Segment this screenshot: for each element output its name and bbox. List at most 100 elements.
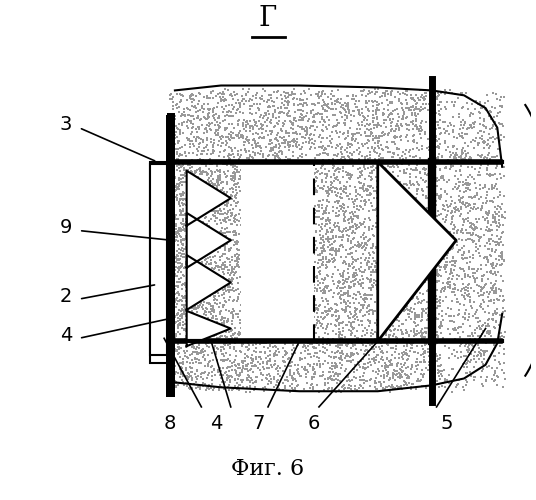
Point — [354, 358, 363, 366]
Point — [401, 114, 410, 122]
Point — [330, 354, 338, 362]
Point — [190, 278, 198, 286]
Point — [265, 198, 274, 206]
Point — [413, 126, 421, 134]
Point — [408, 252, 417, 260]
Point — [421, 340, 429, 348]
Point — [276, 156, 284, 164]
Point — [214, 322, 223, 330]
Point — [490, 218, 498, 226]
Point — [308, 291, 316, 299]
Point — [173, 162, 182, 170]
Point — [406, 173, 414, 181]
Point — [448, 257, 457, 265]
Point — [202, 255, 210, 263]
Point — [316, 360, 325, 368]
Point — [352, 258, 361, 266]
Point — [229, 236, 237, 244]
Point — [353, 166, 362, 173]
Point — [187, 112, 195, 120]
Point — [277, 317, 286, 325]
Point — [498, 251, 507, 259]
Point — [181, 166, 190, 173]
Point — [224, 255, 232, 263]
Point — [429, 262, 438, 270]
Point — [191, 264, 200, 272]
Point — [336, 140, 345, 148]
Point — [312, 301, 321, 309]
Point — [228, 362, 236, 370]
Point — [230, 134, 239, 142]
Point — [440, 176, 449, 184]
Point — [327, 320, 336, 328]
Point — [353, 104, 362, 112]
Point — [225, 296, 234, 304]
Point — [488, 316, 497, 324]
Point — [219, 357, 227, 365]
Point — [340, 128, 348, 136]
Point — [274, 266, 283, 274]
Point — [176, 330, 185, 338]
Point — [174, 183, 183, 191]
Point — [319, 209, 328, 217]
Point — [273, 152, 282, 160]
Point — [438, 172, 446, 180]
Point — [402, 372, 411, 380]
Point — [176, 211, 185, 219]
Point — [383, 138, 392, 146]
Point — [269, 146, 277, 154]
Point — [231, 175, 240, 183]
Point — [360, 114, 369, 122]
Point — [486, 196, 495, 204]
Point — [187, 208, 195, 216]
Point — [486, 124, 495, 132]
Point — [388, 138, 397, 146]
Point — [439, 246, 448, 254]
Point — [414, 264, 423, 272]
Point — [331, 127, 340, 135]
Point — [312, 304, 321, 312]
Point — [489, 184, 498, 192]
Point — [278, 291, 287, 299]
Point — [195, 268, 203, 276]
Point — [292, 376, 300, 384]
Point — [410, 332, 418, 340]
Point — [228, 276, 236, 284]
Point — [433, 190, 441, 198]
Point — [424, 288, 433, 296]
Point — [412, 117, 420, 125]
Point — [363, 258, 372, 266]
Point — [196, 170, 205, 178]
Point — [483, 208, 492, 216]
Point — [371, 358, 379, 366]
Point — [435, 135, 443, 143]
Point — [349, 270, 358, 278]
Point — [387, 314, 396, 322]
Point — [237, 357, 246, 365]
Point — [185, 208, 193, 216]
Point — [191, 135, 200, 143]
Point — [198, 206, 207, 214]
Point — [397, 259, 406, 267]
Point — [290, 284, 299, 292]
Point — [465, 346, 473, 354]
Point — [386, 126, 395, 134]
Point — [333, 204, 341, 212]
Point — [466, 296, 474, 304]
Point — [403, 371, 411, 379]
Point — [282, 232, 291, 240]
Point — [473, 100, 482, 108]
Point — [493, 260, 502, 268]
Point — [332, 362, 341, 370]
Point — [448, 89, 456, 97]
Point — [353, 146, 361, 154]
Point — [220, 290, 229, 298]
Point — [404, 362, 413, 370]
Point — [465, 265, 473, 273]
Point — [234, 151, 243, 159]
Point — [357, 221, 366, 229]
Point — [258, 384, 267, 392]
Point — [267, 128, 276, 136]
Point — [340, 153, 348, 161]
Point — [278, 165, 287, 173]
